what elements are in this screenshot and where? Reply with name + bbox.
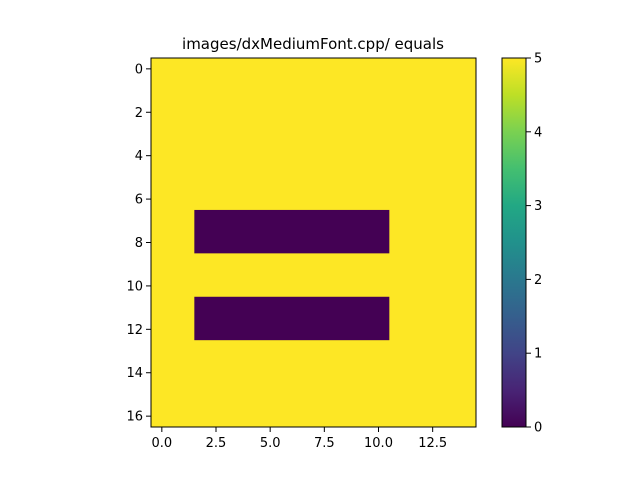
colorbar-tick-label: 5 [534,52,542,67]
colorbar-gradient [501,57,527,428]
y-tick-label: 12 [126,323,143,338]
y-tick-label: 0 [135,62,143,77]
x-tick-label: 5.0 [260,436,281,451]
x-tick-label: 12.5 [418,436,447,451]
heatmap-block-1 [194,209,390,254]
x-tick-label: 0.0 [151,436,172,451]
y-tick-label: 14 [126,366,143,381]
y-tick-label: 10 [126,279,143,294]
colorbar-ticks: 0 1 2 3 4 5 [526,52,542,436]
x-tick-label: 2.5 [206,436,227,451]
heatmap-block-2 [194,296,390,341]
colorbar-tick-label: 2 [534,273,542,288]
y-axis: 0 2 4 6 8 10 12 14 16 [126,62,151,425]
x-tick-label: 7.5 [314,436,335,451]
heatmap-plot [150,57,477,428]
y-tick-label: 8 [135,236,143,251]
x-tick-label: 10.0 [364,436,393,451]
x-axis: 0.0 2.5 5.0 7.5 10.0 12.5 [151,427,447,451]
colorbar-tick-label: 3 [534,199,542,214]
colorbar-tick-label: 0 [534,421,542,436]
y-tick-label: 4 [135,149,143,164]
y-tick-label: 16 [126,410,143,425]
y-tick-label: 2 [135,106,143,121]
colorbar-tick-label: 4 [534,125,542,140]
chart-title: images/dxMediumFont.cpp/ equals [182,35,444,53]
colorbar [501,57,527,428]
y-tick-label: 6 [135,193,143,208]
colorbar-tick-label: 1 [534,347,542,362]
